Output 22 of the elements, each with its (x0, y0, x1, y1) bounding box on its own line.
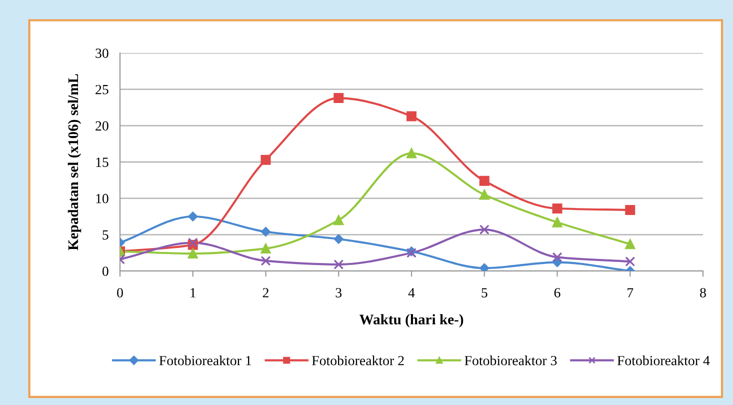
x-tick-label: 1 (190, 288, 196, 298)
x-tick-label: 4 (408, 288, 415, 298)
y-tick-label: 25 (96, 84, 108, 94)
x-tick-label: 3 (336, 288, 342, 298)
y-axis-title: Kepadatan sel (x106) sel/mL (68, 74, 82, 250)
legend-label: Fotobioreaktor 2 (312, 356, 404, 366)
x-tick-label: 2 (262, 288, 268, 298)
y-tick-label: 20 (96, 121, 108, 131)
x-axis-title: Waktu (hari ke-) (359, 314, 464, 328)
x-tick-label: 8 (700, 288, 706, 298)
x-tick-label: 0 (117, 288, 123, 298)
legend-label: Fotobioreaktor 4 (617, 356, 710, 366)
legend-label: Fotobioreaktor 3 (464, 356, 557, 366)
y-tick-label: 10 (96, 194, 108, 204)
y-tick-label: 15 (96, 158, 108, 167)
x-tick-label: 7 (628, 288, 634, 298)
x-tick-label: 6 (554, 288, 560, 298)
y-tick-label: 5 (102, 230, 108, 240)
legend-label: Fotobioreaktor 1 (159, 356, 252, 366)
x-tick-label: 5 (482, 288, 488, 298)
y-tick-label: 0 (102, 266, 108, 276)
y-tick-label: 30 (96, 48, 108, 58)
